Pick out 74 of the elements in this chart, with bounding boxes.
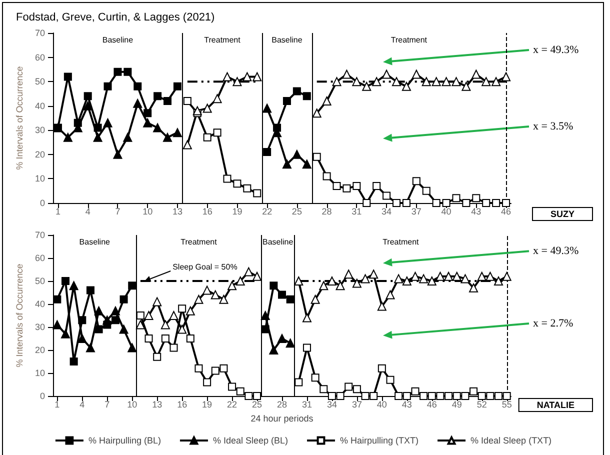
x-tick-label: 7: [115, 206, 120, 216]
y-tick-label: 30: [34, 125, 45, 136]
x-tick-label: 37: [411, 206, 422, 216]
annotation: Baseline: [272, 36, 303, 44]
x-tick-label: 19: [232, 206, 242, 216]
y-tick-label: 70: [34, 28, 45, 38]
annotation: Treatment: [390, 36, 428, 44]
text: x = 3.5%: [533, 120, 574, 132]
x-tick-label: 49: [452, 400, 462, 410]
y-tick-label: 20: [34, 345, 45, 355]
y-tick-label: 10: [34, 174, 45, 184]
y-tick-label: 60: [34, 52, 45, 62]
legend-label: % Hairpulling (BL): [88, 436, 161, 446]
x-tick-label: 31: [302, 400, 312, 410]
annotation: Sleep Goal = 50%: [172, 262, 238, 272]
x-tick-label: 4: [85, 206, 90, 216]
x-tick-label: 25: [292, 206, 302, 216]
x-tick-label: 13: [152, 400, 162, 410]
legend-label: % Ideal Sleep (BL): [212, 436, 288, 446]
text: x = 49.3%: [533, 245, 579, 258]
annotation: Treatment: [180, 238, 218, 246]
y-axis-title: % Intervals of Occurrence: [14, 264, 25, 368]
legend-label: % Ideal Sleep (TXT): [470, 436, 552, 446]
annotation: Treatment: [204, 36, 242, 44]
x-tick-label: 34: [382, 206, 392, 216]
x-tick-label: 25: [252, 400, 262, 410]
y-tick-label: 70: [34, 230, 45, 240]
x-tick-label: 43: [471, 206, 482, 216]
x-tick-label: 16: [202, 206, 212, 216]
x-tick-label: 46: [501, 206, 512, 216]
text: NATALIE: [536, 400, 575, 410]
annotation: Baseline: [262, 238, 294, 246]
x-tick-label: 4: [80, 400, 85, 410]
x-tick-label: 28: [276, 400, 288, 410]
y-tick-label: 40: [34, 100, 45, 111]
x-tick-label: 10: [142, 206, 153, 216]
x-tick-label: 55: [502, 400, 512, 410]
x-tick-label: 40: [376, 400, 387, 410]
x-tick-label: 16: [177, 400, 188, 410]
legend-label: % Hairpulling (TXT): [340, 436, 419, 446]
y-tick-label: 50: [34, 276, 45, 286]
y-tick-label: 0: [40, 391, 45, 401]
y-tick-label: 10: [34, 368, 45, 378]
y-tick-label: 60: [34, 253, 45, 263]
x-tick-label: 13: [172, 206, 182, 216]
x-tick-label: 10: [127, 400, 138, 410]
y-axis-title: % Intervals of Occurrence: [14, 66, 25, 170]
x-tick-label: 40: [441, 206, 452, 216]
x-axis-title: 24 hour periods: [250, 413, 314, 424]
x-tick-label: 22: [262, 206, 272, 216]
x-tick-label: 1: [55, 206, 60, 216]
y-tick-label: 50: [34, 76, 45, 87]
x-tick-label: 34: [326, 400, 337, 410]
text: x = 49.3%: [533, 44, 579, 56]
chart-title: Fodstad, Greve, Curtin, & Lagges (2021): [16, 12, 215, 24]
text: x = 2.7%: [533, 318, 574, 330]
x-tick-label: 31: [352, 206, 362, 216]
x-tick-label: 7: [104, 400, 110, 410]
y-tick-label: 30: [34, 322, 45, 332]
text: SUZY: [550, 209, 575, 219]
annotation: Treatment: [382, 238, 420, 246]
y-tick-label: 40: [34, 299, 45, 309]
y-tick-label: 0: [40, 198, 45, 208]
y-tick-label: 20: [34, 149, 45, 160]
x-tick-label: 22: [227, 400, 238, 410]
x-tick-label: 46: [426, 400, 437, 410]
annotation: Baseline: [79, 238, 111, 246]
x-tick-label: 43: [402, 400, 412, 410]
x-tick-label: 28: [322, 206, 332, 216]
annotation: Baseline: [102, 36, 134, 44]
x-tick-label: 37: [352, 400, 362, 410]
x-tick-label: 1: [54, 400, 60, 410]
x-tick-label: 19: [202, 400, 212, 410]
x-tick-label: 52: [476, 400, 487, 410]
